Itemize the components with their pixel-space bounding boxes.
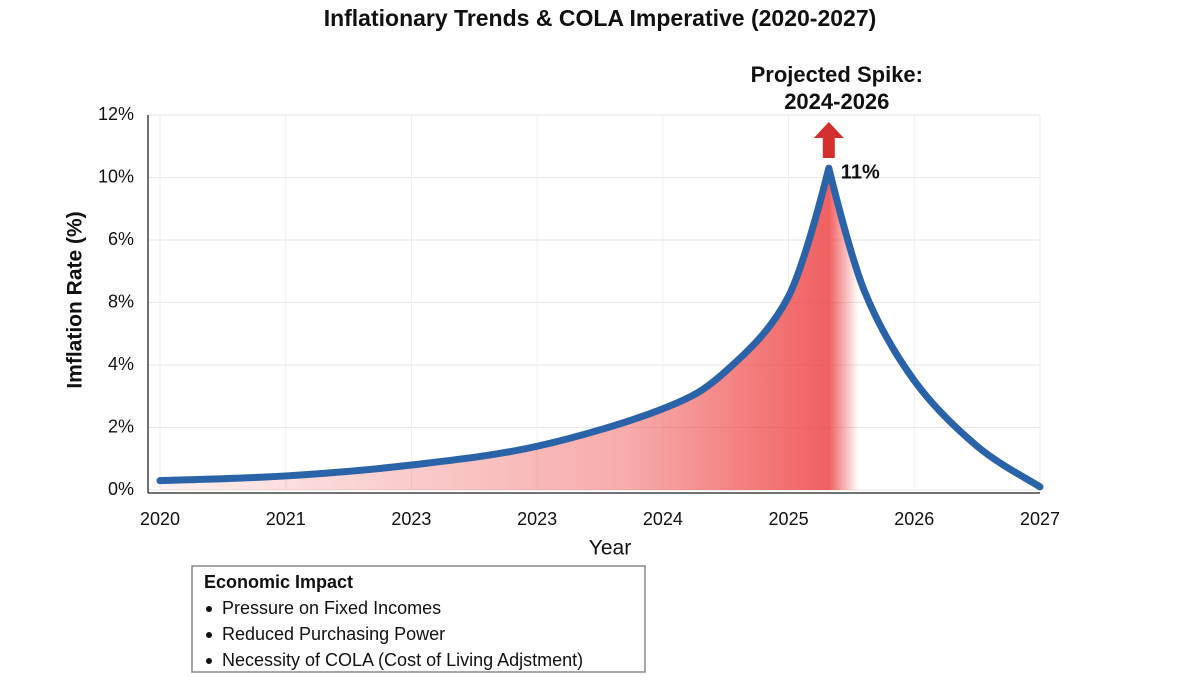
peak-label: 11% xyxy=(841,161,880,183)
y-axis-label: Imflation Rate (%) xyxy=(64,211,87,388)
y-tick-label: 4% xyxy=(108,354,134,374)
x-tick-label: 2026 xyxy=(894,509,934,529)
x-tick-label: 2021 xyxy=(266,509,306,529)
annotation: 2024-2026 xyxy=(784,89,889,114)
line xyxy=(156,164,1044,491)
x-axis-label: Year xyxy=(589,537,631,560)
bullet xyxy=(206,632,212,638)
arrow xyxy=(813,122,844,158)
y-tick-label: 6% xyxy=(108,229,134,249)
bullet xyxy=(206,658,212,664)
impact-item: Pressure on Fixed Incomes xyxy=(222,598,441,618)
impact-item: Necessity of COLA (Cost of Living Adjstm… xyxy=(222,650,583,670)
x-tick-label: 2024 xyxy=(643,509,683,529)
y-tick-label: 10% xyxy=(98,166,134,186)
x-tick-label: 2025 xyxy=(769,509,809,529)
impact-title: Economic Impact xyxy=(204,572,353,592)
x-tick-label: 2023 xyxy=(391,509,431,529)
impact-item: Reduced Purchasing Power xyxy=(222,624,445,644)
y-tick-label: 2% xyxy=(108,416,134,436)
y-tick-label: 12% xyxy=(98,104,134,124)
y-tick-label: 8% xyxy=(108,291,134,311)
impact-box xyxy=(191,565,646,673)
area xyxy=(160,168,1040,490)
x-tick-label: 2020 xyxy=(140,509,180,529)
x-tick-label: 2027 xyxy=(1020,509,1060,529)
y-tick-label: 0% xyxy=(108,479,134,499)
annotation: Projected Spike: xyxy=(751,62,923,87)
chart-title: Inflationary Trends & COLA Imperative (2… xyxy=(324,5,877,31)
bullet xyxy=(206,606,212,612)
x-tick-label: 2023 xyxy=(517,509,557,529)
